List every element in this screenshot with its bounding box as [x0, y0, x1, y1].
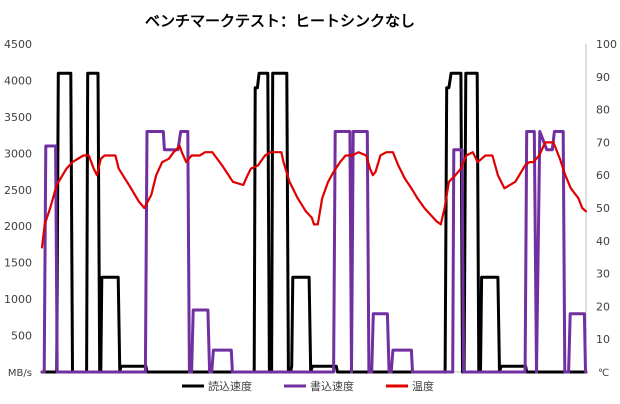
left-tick-label: 1500: [4, 257, 32, 270]
legend-label-1: 書込速度: [310, 379, 354, 393]
right-tick-label: 70: [596, 136, 610, 149]
left-tick-label: 2500: [4, 184, 32, 197]
series-line-1: [40, 130, 588, 374]
left-tick-label: 4500: [4, 38, 32, 51]
right-tick-label: 80: [596, 104, 610, 117]
right-axis-unit: ℃: [598, 368, 609, 379]
right-tick-label: 10: [596, 333, 610, 346]
series-line-2: [40, 141, 588, 249]
right-tick-label: 100: [596, 38, 617, 51]
right-tick-label: 90: [596, 71, 610, 84]
right-tick-label: 50: [596, 202, 610, 215]
left-tick-label: 3500: [4, 111, 32, 124]
legend: 読込速度 書込速度 温度: [182, 379, 434, 393]
chart-title: ベンチマークテスト：ヒートシンクなし: [145, 12, 415, 30]
left-axis-unit: MB/s: [8, 368, 32, 379]
left-tick-label: 4000: [4, 74, 32, 87]
legend-label-0: 読込速度: [208, 379, 252, 393]
left-tick-label: 3000: [4, 147, 32, 160]
left-tick-label: 2000: [4, 220, 32, 233]
left-tick-label: 500: [11, 330, 32, 343]
left-tick-label: 1000: [4, 293, 32, 306]
axes: 500 1000 1500 2000 2500 3000 3500 4000 4500 MB/s 1…: [4, 38, 617, 379]
right-tick-label: 20: [596, 300, 610, 313]
plot-lines: [40, 71, 588, 374]
legend-label-2: 温度: [412, 379, 434, 393]
right-tick-label: 30: [596, 268, 610, 281]
right-tick-label: 60: [596, 169, 610, 182]
right-tick-label: 40: [596, 235, 610, 248]
